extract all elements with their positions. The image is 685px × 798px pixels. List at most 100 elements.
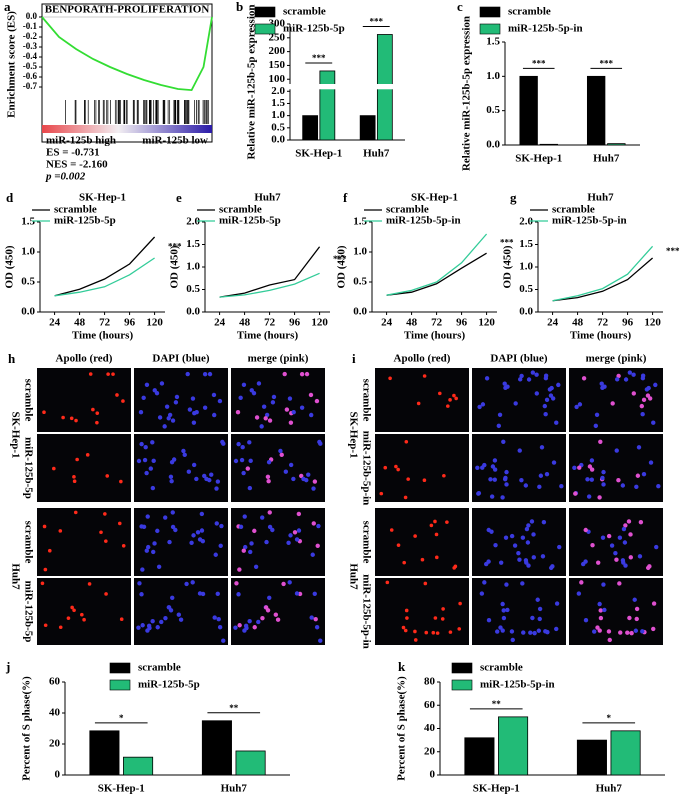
legend-label: scramble bbox=[138, 662, 181, 674]
nucleus-stain bbox=[501, 608, 506, 613]
nucleus-stain bbox=[217, 625, 223, 630]
nucleus-stain bbox=[500, 601, 505, 607]
nucleus-stain bbox=[236, 592, 241, 597]
legend-swatch bbox=[479, 23, 501, 35]
nucleus-stain bbox=[557, 544, 562, 550]
nucleus-stain bbox=[245, 466, 251, 471]
nucleus-stain bbox=[249, 541, 254, 546]
nucleus-stain bbox=[265, 608, 271, 613]
nucleus-stain bbox=[237, 623, 242, 628]
nucleus-stain bbox=[526, 563, 531, 568]
nucleus-stain bbox=[278, 448, 283, 454]
nucleus-stain bbox=[634, 484, 639, 490]
nucleus-stain bbox=[601, 469, 606, 475]
nucleus-stain bbox=[651, 626, 656, 632]
nucleus-stain bbox=[143, 444, 148, 450]
nucleus-stain bbox=[488, 477, 493, 482]
nucleus-stain bbox=[651, 601, 657, 606]
nucleus-stain bbox=[87, 582, 92, 586]
nucleus-stain bbox=[42, 410, 46, 414]
nucleus-stain bbox=[429, 523, 434, 528]
nucleus-stain bbox=[492, 458, 498, 463]
nucleus-stain bbox=[537, 616, 542, 622]
x-tick-label: 48 bbox=[239, 317, 251, 329]
y-axis-label: Enrichment score (ES) bbox=[6, 11, 18, 118]
nucleus-stain bbox=[104, 592, 108, 596]
nucleus-stain bbox=[631, 391, 636, 396]
nucleus-stain bbox=[261, 404, 267, 409]
y-tick-label: 150 bbox=[269, 59, 286, 71]
y-tick-label: 20 bbox=[424, 745, 436, 757]
nucleus-stain bbox=[273, 612, 279, 617]
nucleus-stain bbox=[234, 581, 239, 586]
y-tick-label: 0 bbox=[430, 769, 436, 781]
nucleus-stain bbox=[265, 474, 271, 480]
axis-break bbox=[286, 84, 405, 90]
nucleus-stain bbox=[476, 491, 481, 496]
nucleus-stain bbox=[537, 484, 542, 490]
bar bbox=[464, 737, 495, 776]
nucleus-stain bbox=[282, 371, 287, 377]
x-tick-label: SK-Hep-1 bbox=[98, 783, 145, 795]
nucleus-stain bbox=[542, 403, 548, 409]
x-tick-label: Huh7 bbox=[221, 783, 248, 795]
row-label: miR-125b-5p bbox=[22, 437, 34, 499]
nucleus-stain bbox=[656, 483, 661, 489]
nucleus-stain bbox=[577, 465, 582, 470]
nucleus-stain bbox=[237, 567, 242, 572]
nucleus-stain bbox=[616, 373, 621, 379]
nucleus-stain bbox=[640, 629, 645, 634]
nucleus-stain bbox=[489, 494, 495, 499]
nucleus-stain bbox=[594, 412, 600, 417]
annotation: miR-125b high bbox=[46, 135, 116, 147]
y-tick-label: -0.1 bbox=[23, 21, 38, 31]
row-label: scramble bbox=[22, 521, 34, 564]
nucleus-stain bbox=[554, 601, 560, 606]
nucleus-stain bbox=[498, 625, 503, 630]
nucleus-stain bbox=[413, 638, 418, 642]
nucleus-stain bbox=[448, 630, 453, 634]
y-tick-label: 1.0 bbox=[519, 261, 533, 273]
nucleus-stain bbox=[238, 524, 244, 530]
nucleus-stain bbox=[486, 559, 491, 564]
nucleus-stain bbox=[167, 539, 172, 545]
panel-letter: f bbox=[343, 190, 348, 205]
nucleus-stain bbox=[252, 528, 257, 534]
nucleus-stain bbox=[121, 543, 126, 548]
y-axis-label: OD (450) bbox=[502, 245, 514, 288]
nucleus-stain bbox=[589, 477, 594, 482]
nucleus-stain bbox=[610, 401, 615, 406]
nucleus-stain bbox=[95, 411, 100, 415]
micrograph bbox=[375, 508, 469, 576]
series-line bbox=[386, 233, 488, 296]
nucleus-stain bbox=[43, 623, 48, 628]
nucleus-stain bbox=[43, 567, 48, 572]
nucleus-stain bbox=[212, 412, 217, 418]
nucleus-stain bbox=[402, 560, 406, 565]
y-tick-label: 80 bbox=[424, 676, 436, 688]
legend-swatch bbox=[451, 662, 473, 674]
x-tick-label: 48 bbox=[572, 317, 584, 329]
nucleus-stain bbox=[311, 486, 316, 491]
annotation: miR-125b low bbox=[142, 135, 208, 147]
nucleus-stain bbox=[70, 605, 74, 610]
nucleus-stain bbox=[413, 534, 417, 538]
column-header: merge (pink) bbox=[586, 353, 647, 365]
nucleus-stain bbox=[75, 457, 79, 462]
nucleus-stain bbox=[240, 444, 245, 450]
nucleus-stain bbox=[137, 581, 142, 586]
nucleus-stain bbox=[653, 382, 658, 388]
nucleus-stain bbox=[287, 580, 292, 585]
nucleus-stain bbox=[614, 377, 620, 382]
nucleus-stain bbox=[187, 407, 193, 412]
nucleus-stain bbox=[654, 544, 659, 550]
chart-title: Huh7 bbox=[254, 192, 281, 204]
nucleus-stain bbox=[620, 483, 626, 488]
legend-label: scramble bbox=[480, 662, 523, 674]
nucleus-stain bbox=[616, 478, 621, 483]
nucleus-stain bbox=[638, 519, 644, 525]
nucleus-stain bbox=[600, 535, 606, 540]
row-label: miR-125b-5p bbox=[22, 581, 34, 643]
legend-label: miR-125b-5p bbox=[219, 215, 281, 227]
nucleus-stain bbox=[526, 523, 531, 528]
